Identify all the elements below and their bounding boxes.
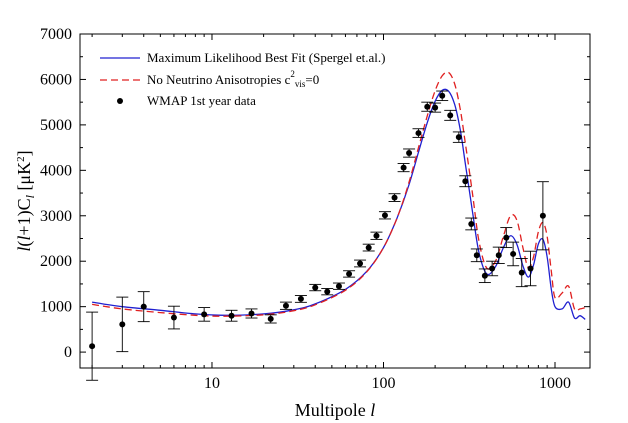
data-point	[201, 311, 208, 318]
x-tick-label: 100	[371, 375, 395, 392]
data-point	[312, 284, 319, 291]
data-point	[357, 260, 364, 267]
data-point	[468, 220, 475, 227]
data-point	[346, 270, 353, 277]
legend-label-wmap: WMAP 1st year data	[147, 93, 256, 108]
data-point	[473, 252, 480, 259]
legend-marker-data	[117, 98, 123, 104]
data-point	[424, 103, 431, 110]
data-point	[228, 312, 235, 319]
x-axis-label: Multipole l	[295, 400, 376, 420]
data-point	[324, 288, 331, 295]
legend-label-no-neutrino: No Neutrino Anisotropies c2vis=0	[147, 69, 319, 89]
data-point	[510, 250, 517, 257]
data-point	[297, 295, 304, 302]
data-point	[495, 252, 502, 259]
data-point	[282, 302, 289, 309]
series-no-neutrino-line	[92, 71, 586, 317]
data-point	[447, 112, 454, 119]
data-point	[462, 178, 469, 185]
y-tick-label: 5000	[40, 117, 72, 134]
data-point	[406, 150, 413, 157]
data-point	[432, 104, 439, 111]
y-tick-label: 1000	[40, 299, 72, 316]
legend-label-max-likelihood: Maximum Likelihood Best Fit (Spergel et.…	[147, 50, 385, 65]
data-point	[373, 232, 380, 239]
plot-frame	[79, 33, 591, 369]
data-point	[119, 321, 126, 328]
data-point	[439, 92, 446, 99]
data-point	[400, 164, 407, 171]
data-point	[415, 130, 422, 137]
x-tick-label: 10	[204, 375, 220, 392]
data-point	[503, 234, 510, 241]
y-tick-label: 4000	[40, 162, 72, 179]
data-point	[527, 265, 534, 272]
series-max-likelihood-line	[91, 88, 586, 320]
data-point	[391, 194, 398, 201]
data-point	[481, 272, 488, 279]
y-tick-label: 2000	[40, 253, 72, 270]
data-point	[539, 212, 546, 219]
data-point	[365, 244, 372, 251]
data-point	[455, 134, 462, 141]
legend: Maximum Likelihood Best Fit (Spergel et.…	[100, 50, 385, 108]
y-tick-label: 0	[64, 344, 72, 361]
data-point	[248, 310, 255, 317]
y-axis-label: l(l+1)Cl [μK2]	[14, 150, 37, 251]
y-tick-label: 3000	[40, 208, 72, 225]
data-point	[381, 212, 388, 219]
data-point	[170, 314, 177, 321]
data-point	[518, 269, 525, 276]
data-point	[489, 265, 496, 272]
y-tick-label: 7000	[40, 26, 72, 43]
data-point	[140, 303, 147, 310]
x-tick-label: 1000	[539, 375, 571, 392]
y-tick-label: 6000	[40, 71, 72, 88]
data-point	[267, 315, 274, 322]
data-point	[89, 343, 96, 350]
data-point	[335, 283, 342, 290]
